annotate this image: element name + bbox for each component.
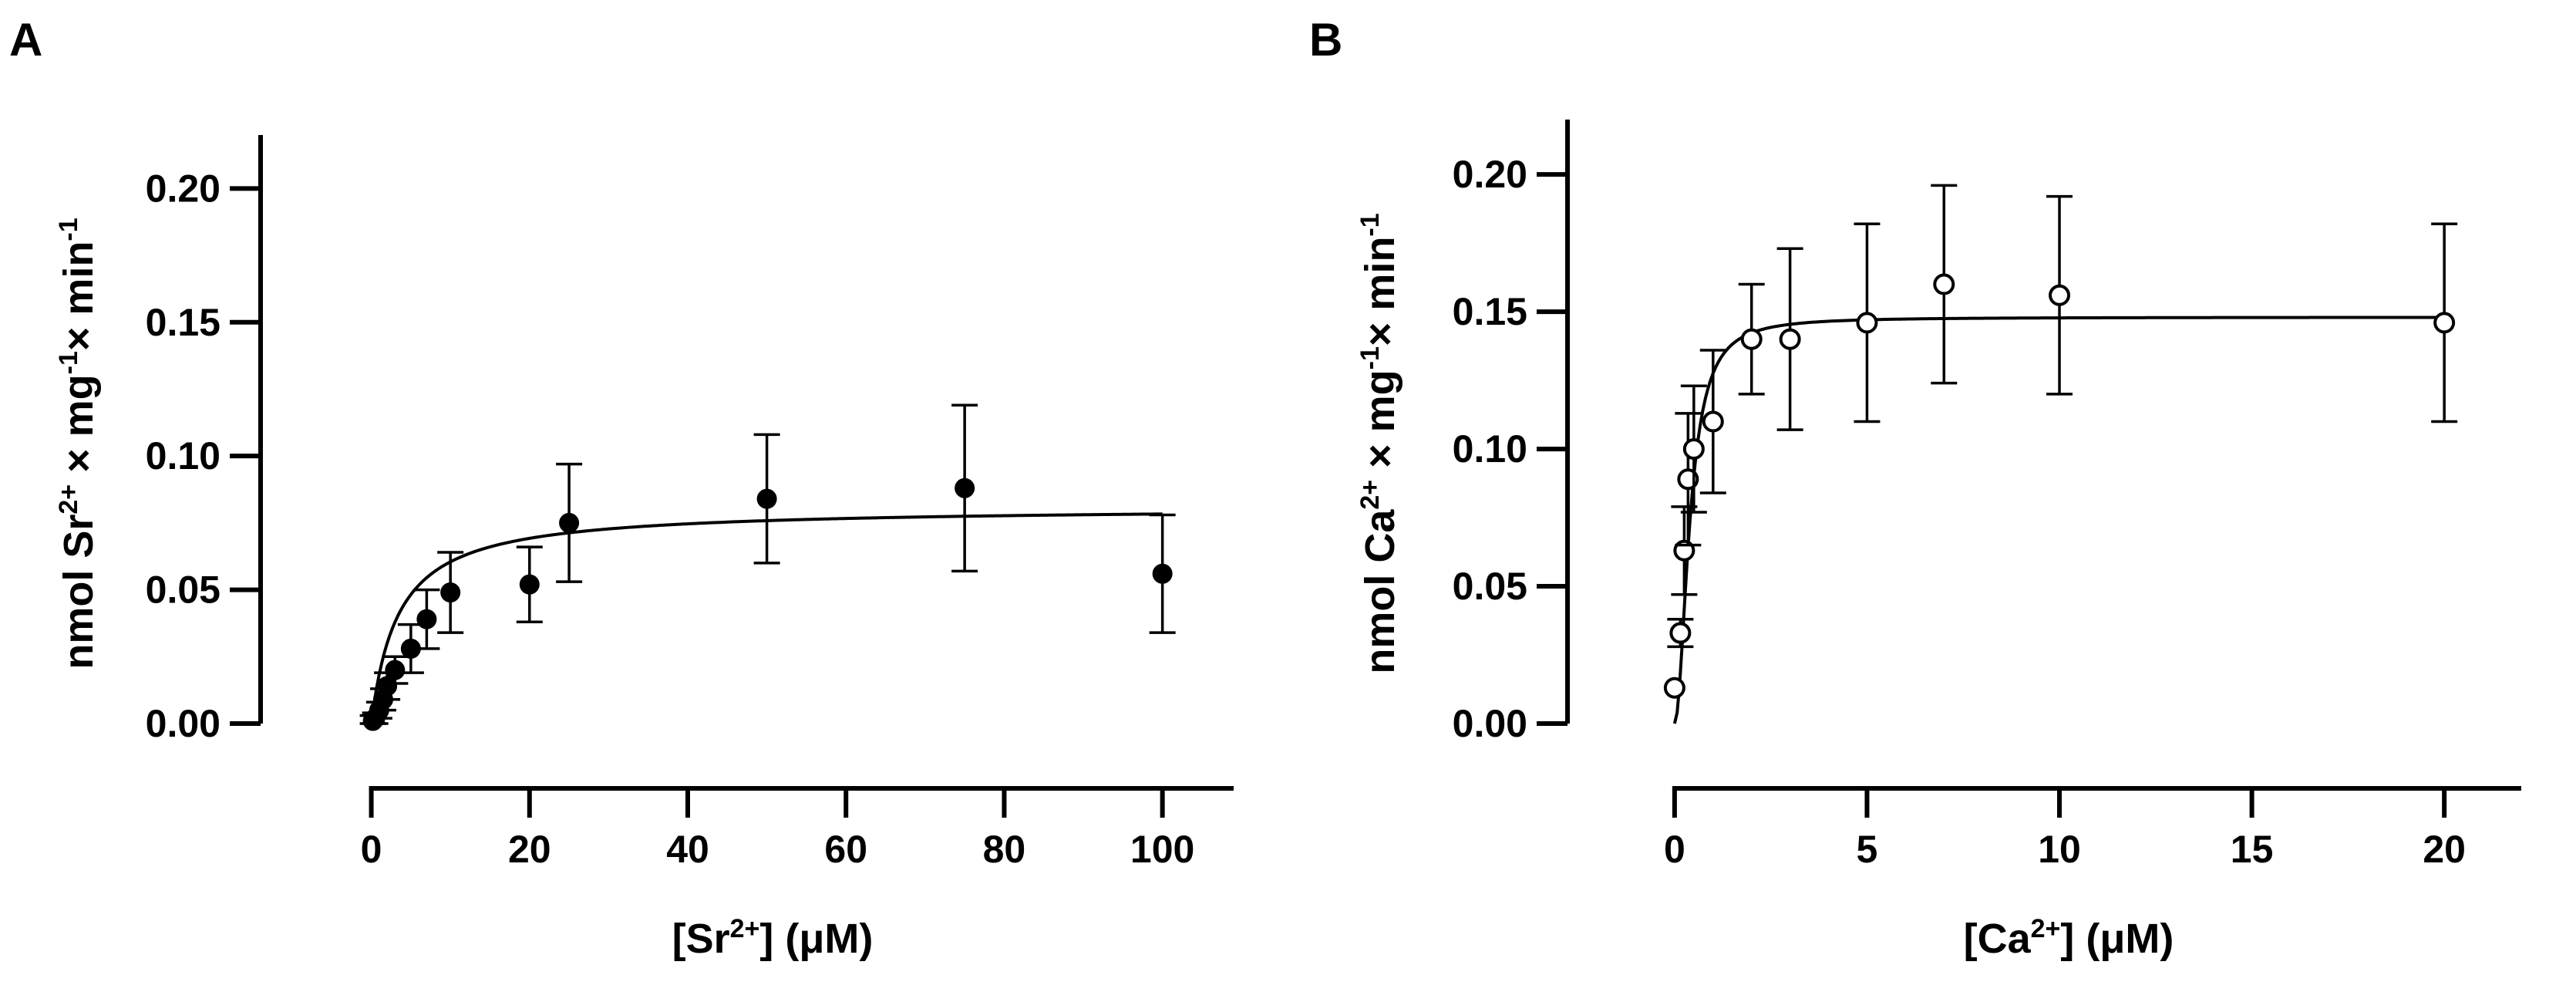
panel-b-x-tick-label: 20 <box>2423 828 2466 871</box>
panel-label-b: B <box>1309 14 1342 66</box>
panel-a-x-axis-title: [Sr2+] (μM) <box>672 914 874 962</box>
panel-b-x-tick-label: 0 <box>1664 828 1685 871</box>
panel-a-marker <box>1152 563 1173 584</box>
panel-a-x-tick-label: 60 <box>824 828 867 871</box>
panel-b-data-point <box>1663 677 1685 699</box>
panel-a-data-point <box>413 588 440 650</box>
panel-b-marker <box>1933 273 1955 295</box>
panel-b-y-tick-label: 0.00 <box>1453 702 1527 745</box>
panel-b-data-point <box>1680 384 1707 514</box>
panel-a-marker <box>416 609 437 629</box>
panel-a-y-tick-label: 0.00 <box>146 702 221 745</box>
panel-a-x-tick-label: 100 <box>1130 828 1194 871</box>
panel-b-marker <box>1702 410 1724 433</box>
panel-b-y-tick-label: 0.20 <box>1453 153 1527 196</box>
panel-b-y-tick-label: 0.15 <box>1453 290 1527 333</box>
panel-a-x-tick-label: 0 <box>361 828 382 871</box>
panel-a-x-tick-label: 80 <box>983 828 1026 871</box>
panel-b-x-axis-title: [Ca2+] (μM) <box>1964 914 2174 962</box>
panel-b-x-tick-label: 5 <box>1857 828 1878 871</box>
panel-a-y-tick-label: 0.20 <box>146 167 221 210</box>
panel-b-data-point <box>1675 412 1702 547</box>
panel-a-data-point <box>556 462 583 583</box>
panel-a-data-point <box>516 545 543 623</box>
panel-b-axes: 0.00 0.05 0.10 0.15 0.20 0 5 10 15 20 <box>1453 120 2521 871</box>
panel-a-x-tick-label: 40 <box>666 828 709 871</box>
panel-a-marker <box>559 512 580 533</box>
panel-b-data-points <box>1663 184 2458 699</box>
panel-a-marker <box>519 574 540 595</box>
panel-a-y-tick-label: 0.10 <box>146 434 221 477</box>
panel-b-marker <box>2049 284 2071 306</box>
panel-b-data-point <box>1671 505 1698 596</box>
panel-b-data-point <box>1738 282 1765 396</box>
panel-a-data-point <box>437 551 464 634</box>
panel-b-data-point <box>2431 222 2458 423</box>
panel-b-marker <box>1663 677 1685 699</box>
panel-b-marker <box>1682 438 1705 461</box>
panel-a-marker <box>385 660 406 680</box>
panel-b-marker <box>1856 312 1878 334</box>
panel-b-marker <box>1740 328 1763 350</box>
panel-b-data-point <box>1667 618 1694 649</box>
panel-b-y-tick-label: 0.10 <box>1453 427 1527 471</box>
panel-a-x-tick-label: 20 <box>508 828 551 871</box>
panel-a-marker <box>377 676 398 697</box>
panel-a-y-axis-title: nmol Sr2+ × mg-1× min-1 <box>54 218 102 669</box>
panel-a-data-point <box>753 433 780 565</box>
panel-a-axes: 0.00 0.05 0.10 0.15 0.20 0 20 40 60 80 100 <box>146 135 1234 871</box>
panel-a-data-point <box>382 655 409 685</box>
panel-a-marker <box>756 488 777 509</box>
panel-b: B 0.00 0.05 0.10 0.15 0.20 0 5 10 15 20 nmol Ca2+… <box>1309 14 2521 962</box>
panel-a-data-points <box>359 403 1176 731</box>
panel-a-marker <box>955 477 975 498</box>
panel-b-data-point <box>2046 194 2073 396</box>
panel-b-x-tick-label: 15 <box>2231 828 2274 871</box>
panel-b-marker <box>1779 328 1801 350</box>
panel-a: A 0.00 0.05 0.10 0.15 0.20 0 20 40 60 80 100 nmol … <box>9 14 1234 962</box>
panel-b-data-point <box>1931 184 1958 385</box>
panel-a-data-point <box>951 403 978 573</box>
panel-a-y-tick-label: 0.05 <box>146 569 221 612</box>
panel-a-marker <box>440 582 461 603</box>
panel-a-y-tick-label: 0.15 <box>146 301 221 344</box>
panel-b-y-tick-label: 0.05 <box>1453 565 1527 608</box>
panel-b-data-point <box>1854 222 1881 423</box>
panel-b-data-point <box>1699 349 1726 494</box>
panel-label-a: A <box>9 14 42 66</box>
panel-b-x-tick-label: 10 <box>2038 828 2081 871</box>
panel-a-data-point <box>1149 513 1176 634</box>
panel-b-y-axis-title: nmol Ca2+ × mg-1× min-1 <box>1355 213 1403 673</box>
panel-b-marker <box>2433 312 2456 334</box>
panel-b-data-point <box>1776 247 1803 431</box>
panel-b-marker <box>1669 622 1692 644</box>
